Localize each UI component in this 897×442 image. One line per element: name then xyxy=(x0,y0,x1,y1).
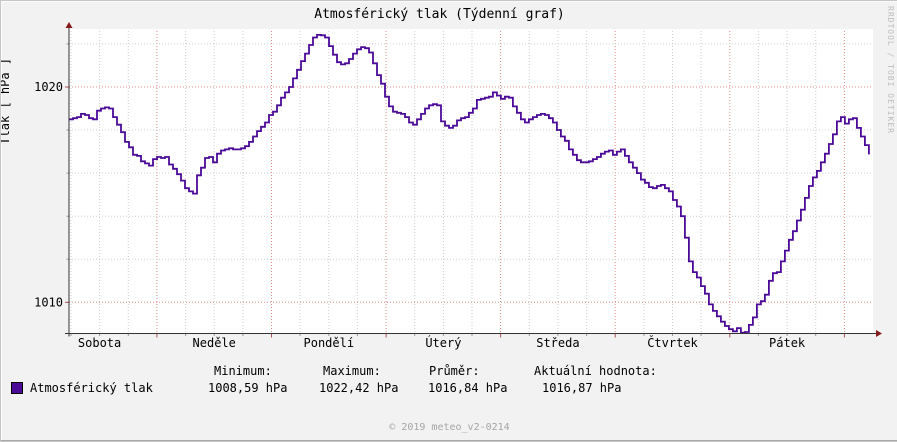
x-tick-label-day: Čtvrtek xyxy=(647,335,698,350)
stat-current-label: Aktuální hodnota: xyxy=(534,364,657,378)
series-path-pressure xyxy=(69,34,870,334)
rrdtool-watermark: RRDTOOL / TOBI OETIKER xyxy=(886,6,895,134)
chart-title: Atmosférický tlak (Týdenní graf) xyxy=(314,7,565,22)
stat-minimum-label: Minimum: xyxy=(214,364,272,378)
stat-minimum-value: 1008,59 hPa xyxy=(208,381,288,395)
y-tick-label: 1010 xyxy=(34,295,63,309)
x-tick-label-day: Neděle xyxy=(193,336,236,350)
x-axis-arrow xyxy=(876,330,882,337)
footer-credit: © 2019 meteo_v2-0214 xyxy=(389,422,510,433)
stat-average-label: Průměr: xyxy=(429,364,480,378)
x-tick-label-day: Středa xyxy=(536,336,579,350)
x-tick-label-day: Úterý xyxy=(425,335,461,350)
y-axis-arrow xyxy=(65,22,73,28)
stat-maximum-label: Maximum: xyxy=(323,364,381,378)
legend-color-swatch xyxy=(11,382,23,394)
stat-average-value: 1016,84 hPa xyxy=(428,381,508,395)
legend-series-label: Atmosférický tlak xyxy=(30,381,153,395)
x-tick-label-day: Sobota xyxy=(78,336,121,350)
plot-canvas xyxy=(69,29,873,334)
stat-maximum-value: 1022,42 hPa xyxy=(319,381,399,395)
x-tick-label-day: Pondělí xyxy=(304,336,355,350)
stat-current-value: 1016,87 hPa xyxy=(542,381,622,395)
x-tick-label-day: Pátek xyxy=(769,336,806,350)
y-tick-label: 1020 xyxy=(34,80,63,94)
